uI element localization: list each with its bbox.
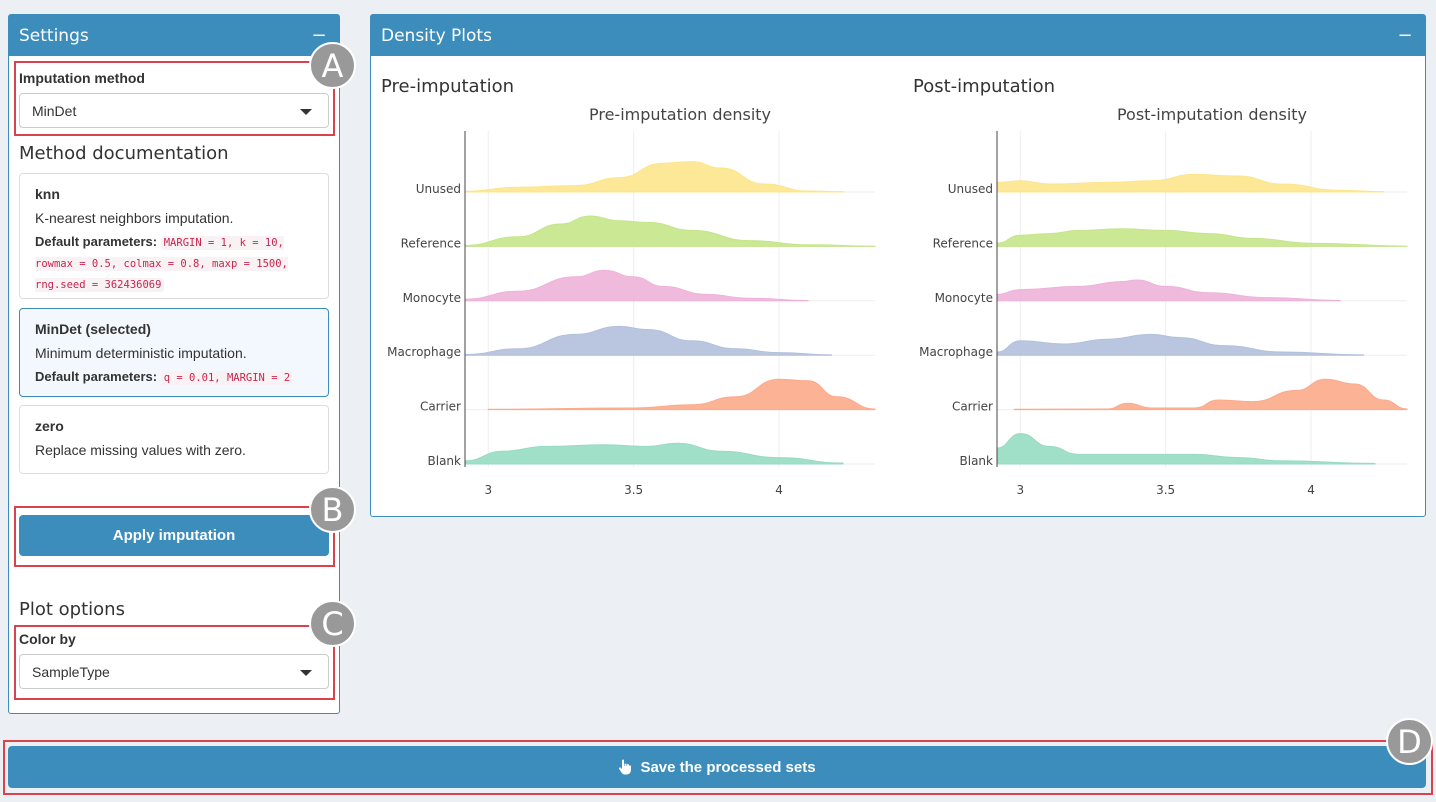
y-category-label: Unused (416, 182, 461, 196)
chart-title: Pre-imputation density (589, 105, 771, 124)
imputation-method-value: MinDet (32, 102, 77, 119)
y-category-label: Monocyte (403, 291, 461, 305)
settings-title: Settings (19, 25, 89, 46)
method-card-mindet: MinDet (selected) Minimum deterministic … (19, 308, 329, 397)
settings-collapse-button[interactable]: − (311, 25, 327, 46)
annotation-badge-a: A (309, 42, 356, 89)
density-plots-panel: Density Plots − Pre-imputation Post-impu… (370, 14, 1426, 517)
x-tick-label: 4 (775, 483, 783, 497)
method-description: Replace missing values with zero. (35, 442, 246, 458)
method-documentation-heading: Method documentation (19, 143, 229, 164)
method-name: zero (35, 418, 64, 434)
chevron-down-icon (300, 109, 312, 115)
params-code: q = 0.01, MARGIN = 2 (160, 371, 294, 385)
color-by-label: Color by (19, 631, 76, 647)
method-description: Minimum deterministic imputation. (35, 345, 247, 361)
plot-options-heading: Plot options (19, 599, 125, 620)
method-card-zero: zero Replace missing values with zero. (19, 405, 329, 474)
settings-panel: Settings − Imputation method MinDet Meth… (8, 14, 340, 714)
density-collapse-button[interactable]: − (1397, 25, 1413, 46)
y-category-label: Carrier (952, 400, 993, 414)
annotation-badge-c: C (309, 600, 356, 647)
y-category-label: Carrier (420, 400, 461, 414)
density-area-unused (996, 173, 1385, 193)
chevron-down-icon (300, 670, 312, 676)
chart-title: Post-imputation density (1117, 105, 1307, 124)
y-category-label: Reference (401, 236, 461, 250)
post-imputation-heading: Post-imputation (913, 76, 1056, 97)
density-area-macrophage (464, 325, 832, 356)
y-category-label: Macrophage (387, 345, 461, 359)
density-area-blank (464, 442, 844, 465)
method-params: Default parameters: q = 0.01, MARGIN = 2 (35, 367, 313, 388)
density-area-reference (464, 215, 876, 247)
density-area-reference (996, 228, 1408, 247)
post-imputation-density-chart: Post-imputation density 3 3.5 4 Unused Refere… (919, 105, 1408, 497)
pre-imputation-heading: Pre-imputation (381, 76, 515, 97)
settings-header: Settings − (9, 15, 339, 56)
density-title: Density Plots (381, 25, 492, 46)
method-card-knn: knn K-nearest neighbors imputation. Defa… (19, 173, 329, 299)
color-by-select[interactable]: SampleType (19, 654, 329, 689)
density-area-carrier (487, 378, 876, 411)
method-description: K-nearest neighbors imputation. (35, 210, 234, 226)
x-tick-label: 3.5 (1156, 483, 1175, 497)
x-tick-label: 3.5 (624, 483, 643, 497)
hand-pointer-icon (618, 759, 632, 775)
y-category-label: Reference (933, 236, 993, 250)
imputation-method-select[interactable]: MinDet (19, 93, 329, 128)
x-tick-label: 3 (484, 483, 492, 497)
params-label: Default parameters: (35, 369, 158, 384)
apply-imputation-button[interactable]: Apply imputation (19, 515, 329, 556)
annotation-badge-d: D (1386, 718, 1433, 765)
y-category-label: Unused (948, 182, 993, 196)
x-tick-label: 4 (1307, 483, 1315, 497)
save-processed-sets-button[interactable]: Save the processed sets (8, 746, 1426, 788)
y-category-label: Macrophage (919, 345, 993, 359)
method-name: knn (35, 186, 60, 202)
annotation-badge-b: B (309, 486, 356, 533)
y-category-label: Monocyte (935, 291, 993, 305)
imputation-method-label: Imputation method (19, 70, 145, 86)
method-params: Default parameters: MARGIN = 1, k = 10, … (35, 232, 313, 295)
params-label: Default parameters: (35, 234, 158, 249)
density-area-blank (996, 433, 1376, 465)
x-tick-label: 3 (1016, 483, 1024, 497)
density-area-monocyte (464, 269, 809, 302)
pre-imputation-density-chart: Pre-imputation density 3 3.5 4 Unused Referen… (387, 105, 876, 497)
density-area-unused (464, 161, 844, 193)
density-area-macrophage (996, 333, 1364, 356)
density-header: Density Plots − (371, 15, 1425, 56)
y-category-label: Blank (428, 454, 462, 468)
method-name: MinDet (selected) (35, 321, 151, 337)
density-area-monocyte (996, 279, 1341, 302)
color-by-value: SampleType (32, 663, 110, 680)
density-area-carrier (1013, 378, 1408, 411)
y-category-label: Blank (960, 454, 994, 468)
save-button-label: Save the processed sets (640, 758, 816, 776)
